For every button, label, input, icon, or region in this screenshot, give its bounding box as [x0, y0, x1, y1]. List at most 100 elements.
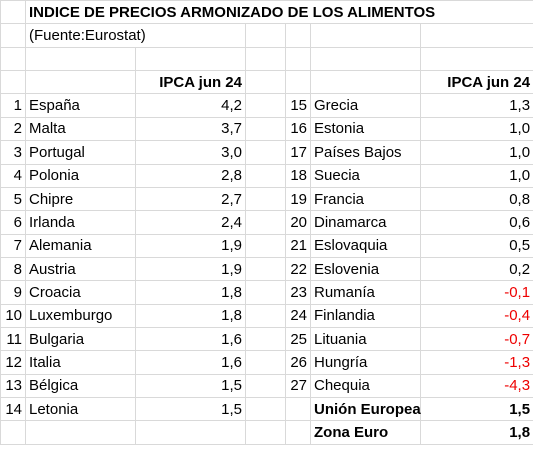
value: -0,7 [419, 327, 533, 352]
rank: 26 [285, 350, 311, 375]
cell [0, 23, 26, 48]
country: Bulgaria [25, 327, 136, 352]
cell [245, 210, 286, 235]
value: 4,2 [135, 93, 246, 118]
country: Estonia [310, 116, 421, 142]
value: 1,8 [135, 303, 246, 329]
cell [245, 116, 286, 142]
country: Grecia [310, 93, 421, 118]
country: Malta [25, 116, 136, 142]
cell [0, 70, 26, 95]
value: -1,3 [419, 350, 533, 375]
rank: 6 [0, 210, 26, 235]
country: Bélgica [25, 373, 136, 399]
title: INDICE DE PRECIOS ARMONIZADO DE LOS ALIM… [24, 0, 533, 25]
cell [245, 163, 286, 188]
row [0, 46, 533, 72]
cell [25, 420, 136, 445]
country: Eslovaquia [310, 233, 421, 258]
row: (Fuente:Eurostat) [0, 23, 533, 48]
cell [419, 46, 533, 72]
total-value: 1,8 [419, 420, 533, 445]
value: 1,6 [135, 350, 246, 375]
rank: 4 [0, 163, 26, 188]
value: 2,8 [135, 163, 246, 188]
value: 2,7 [135, 186, 246, 212]
rank: 27 [285, 373, 311, 399]
value: 1,5 [135, 373, 246, 399]
cell [285, 46, 311, 72]
row: INDICE DE PRECIOS ARMONIZADO DE LOS ALIM… [0, 0, 533, 25]
cell [245, 46, 286, 72]
row: 11 Bulgaria 1,6 25 Lituania -0,7 [0, 327, 533, 352]
rank: 10 [0, 303, 26, 329]
cell [245, 397, 286, 422]
row: 12 Italia 1,6 26 Hungría -1,3 [0, 350, 533, 375]
rank: 3 [0, 140, 26, 165]
country: Chequia [310, 373, 421, 399]
spreadsheet: INDICE DE PRECIOS ARMONIZADO DE LOS ALIM… [0, 0, 533, 445]
rank: 14 [0, 397, 26, 422]
cell [245, 280, 286, 305]
row: 2 Malta 3,7 16 Estonia 1,0 [0, 116, 533, 142]
cell [245, 327, 286, 352]
rank: 18 [285, 163, 311, 188]
country: Hungría [310, 350, 421, 375]
value: 0,2 [419, 256, 533, 282]
cell [245, 256, 286, 282]
country: Finlandia [310, 303, 421, 329]
country: Francia [310, 186, 421, 212]
country: Suecia [310, 163, 421, 188]
cell [25, 46, 136, 72]
cell [310, 46, 421, 72]
row: 13 Bélgica 1,5 27 Chequia -4,3 [0, 373, 533, 399]
value: 1,9 [135, 233, 246, 258]
row: 9 Croacia 1,8 23 Rumanía -0,1 [0, 280, 533, 305]
cell [245, 350, 286, 375]
country: Irlanda [25, 210, 136, 235]
country: Chipre [25, 186, 136, 212]
rank: 13 [0, 373, 26, 399]
value: 1,9 [135, 256, 246, 282]
rank: 5 [0, 186, 26, 212]
total-label: Unión Europea [310, 397, 421, 422]
column-header: IPCA jun 24 [419, 70, 533, 95]
row: 10 Luxemburgo 1,8 24 Finlandia -0,4 [0, 303, 533, 329]
country: Croacia [25, 280, 136, 305]
row: Zona Euro 1,8 [0, 420, 533, 445]
rank: 17 [285, 140, 311, 165]
value: 1,0 [419, 163, 533, 188]
rank: 11 [0, 327, 26, 352]
row: IPCA jun 24 IPCA jun 24 [0, 70, 533, 95]
row: 3 Portugal 3,0 17 Países Bajos 1,0 [0, 140, 533, 165]
value: 1,3 [419, 93, 533, 118]
country: Portugal [25, 140, 136, 165]
cell [419, 23, 533, 48]
value: 0,8 [419, 186, 533, 212]
value: 1,5 [135, 397, 246, 422]
cell [0, 46, 26, 72]
rank: 9 [0, 280, 26, 305]
country: Dinamarca [310, 210, 421, 235]
country: Austria [25, 256, 136, 282]
country: Eslovenia [310, 256, 421, 282]
row: 7 Alemania 1,9 21 Eslovaquia 0,5 [0, 233, 533, 258]
cell [245, 373, 286, 399]
rank: 15 [285, 93, 311, 118]
country: Países Bajos [310, 140, 421, 165]
country: Italia [25, 350, 136, 375]
value: -0,4 [419, 303, 533, 329]
country: Letonia [25, 397, 136, 422]
cell [310, 70, 421, 95]
value: -0,1 [419, 280, 533, 305]
rank: 12 [0, 350, 26, 375]
cell [245, 420, 286, 445]
country: Alemania [25, 233, 136, 258]
rank: 16 [285, 116, 311, 142]
cell [285, 70, 311, 95]
value: 2,4 [135, 210, 246, 235]
value: 1,8 [135, 280, 246, 305]
column-header: IPCA jun 24 [135, 70, 246, 95]
cell [285, 23, 311, 48]
cell [245, 70, 286, 95]
